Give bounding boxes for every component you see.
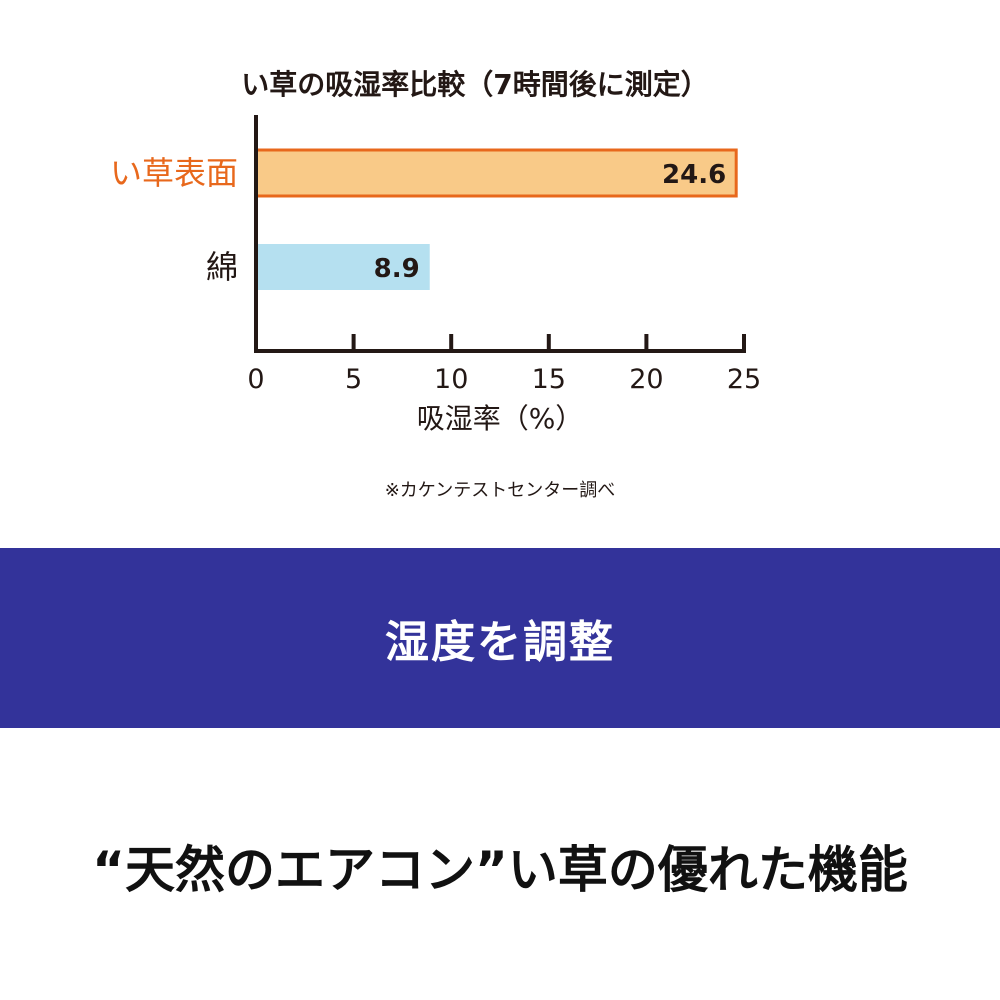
data-label: 24.6 — [662, 160, 726, 190]
category-label: い草表面 — [110, 154, 238, 192]
banner-text: 湿度を調整 — [385, 617, 615, 668]
x-axis-label: 吸湿率（%） — [417, 402, 584, 435]
tick-label: 25 — [727, 364, 761, 395]
source-note: ※カケンテストセンター調べ — [385, 480, 616, 501]
tick-label: 15 — [532, 364, 566, 395]
bar-1 — [256, 244, 430, 290]
category-label: 綿 — [206, 248, 238, 286]
tick-label: 5 — [345, 364, 362, 395]
tagline: “天然のエアコン”い草の優れた機能 — [92, 841, 908, 899]
chart: い草の吸湿率比較（7時間後に測定） 24.6 い草表面 8.9 綿 0 5 10 15 20 2… — [110, 68, 761, 501]
banner: 湿度を調整 — [0, 548, 1000, 728]
tick-label: 10 — [434, 364, 468, 395]
chart-title: い草の吸湿率比較（7時間後に測定） — [241, 68, 708, 101]
data-label: 8.9 — [374, 254, 420, 284]
tick-label: 20 — [629, 364, 663, 395]
tick-label: 0 — [247, 364, 264, 395]
